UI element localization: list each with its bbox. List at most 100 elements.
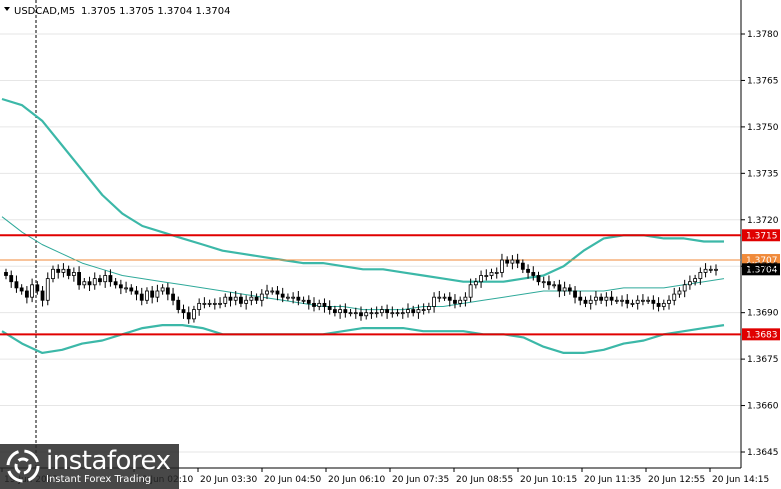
candle-body xyxy=(416,309,421,314)
candle-body xyxy=(280,293,285,298)
candle-body xyxy=(426,306,431,310)
candle-body xyxy=(661,302,666,307)
candle-body xyxy=(286,296,290,299)
candle-body xyxy=(327,306,332,310)
ohlc-values: 1.3705 1.3705 1.3704 1.3704 xyxy=(81,6,231,17)
candle-body xyxy=(275,290,280,295)
candle-body xyxy=(625,299,630,304)
candle-body xyxy=(223,296,228,304)
candle-body xyxy=(714,268,718,271)
candle-body xyxy=(118,284,123,289)
candle-body xyxy=(453,299,457,304)
candle-body xyxy=(609,296,614,301)
candle-body xyxy=(583,299,588,304)
candle-body xyxy=(573,290,577,298)
x-tick-label: 20 Jun 10:15 xyxy=(520,475,577,485)
candle-body xyxy=(677,290,682,295)
candle-body xyxy=(259,293,264,301)
candle-body xyxy=(103,275,108,283)
candle-body xyxy=(160,287,165,292)
candle-body xyxy=(19,287,24,292)
candle-body xyxy=(124,287,128,290)
candle-body xyxy=(562,287,567,292)
candle-body xyxy=(265,290,269,295)
candle-body xyxy=(296,296,301,301)
x-tick-label: 20 Jun 08:55 xyxy=(456,475,513,485)
candle-body xyxy=(651,299,656,304)
moving-average-line xyxy=(1,216,725,311)
candle-body xyxy=(599,296,604,301)
candle-body xyxy=(703,268,708,273)
candle-body xyxy=(635,299,640,304)
candle-body xyxy=(510,259,515,264)
candle-body xyxy=(87,281,92,286)
x-tick-label: 20 Jun 12:55 xyxy=(648,475,705,485)
bid-level-label: 1.3704 xyxy=(746,265,778,275)
candle-body xyxy=(672,293,677,301)
candle-body xyxy=(291,296,296,299)
x-tick-label: 20 Jun 04:50 xyxy=(264,475,321,485)
candle-body xyxy=(317,302,322,307)
candle-body xyxy=(61,268,66,273)
candle-body xyxy=(406,309,410,314)
candle-body xyxy=(306,299,311,304)
candle-body xyxy=(526,268,530,273)
candle-body xyxy=(588,299,593,304)
support-level-tag xyxy=(742,328,780,341)
candle-body xyxy=(139,293,144,301)
candle-body xyxy=(155,290,160,298)
candle-body xyxy=(682,284,687,292)
current-level-label: 1.3707 xyxy=(746,256,778,266)
y-tick-label: 1.3675 xyxy=(747,355,779,365)
candle-body xyxy=(620,299,624,302)
bid-level-tag xyxy=(742,263,780,276)
candle-body xyxy=(547,281,551,286)
candle-body xyxy=(134,290,139,295)
candle-body xyxy=(353,312,358,315)
candle-body xyxy=(536,275,541,283)
candle-body xyxy=(145,290,149,301)
candle-body xyxy=(176,299,181,310)
candle-body xyxy=(442,296,447,299)
candle-body xyxy=(150,290,155,298)
candle-body xyxy=(66,268,71,276)
collapse-triangle-icon[interactable] xyxy=(4,7,10,11)
candle-body xyxy=(630,302,635,305)
candle-body xyxy=(348,312,353,315)
candle-body xyxy=(338,309,343,314)
candle-body xyxy=(390,312,395,315)
candle-body xyxy=(374,312,379,315)
candle-body xyxy=(479,275,483,283)
candle-body xyxy=(218,302,222,305)
instaforex-logo: instaforex Instant Forex Trading xyxy=(0,444,179,489)
envelope-upper-line xyxy=(1,97,724,283)
candle-body xyxy=(249,296,254,301)
support-level-label: 1.3683 xyxy=(746,330,778,340)
candle-body xyxy=(541,281,546,284)
candle-body xyxy=(531,272,536,276)
x-tick-label: 20 Jun 06:10 xyxy=(328,475,385,485)
candle-body xyxy=(489,272,494,276)
candle-body xyxy=(432,296,436,307)
candle-body xyxy=(108,275,113,283)
candle-body xyxy=(463,296,468,301)
candle-body xyxy=(364,312,369,317)
candle-body xyxy=(228,296,233,301)
candle-body xyxy=(45,278,50,301)
candle-body xyxy=(35,284,40,292)
candles xyxy=(4,253,718,324)
candle-body xyxy=(484,275,489,277)
candle-body xyxy=(614,299,619,302)
candle-body xyxy=(71,272,76,276)
candle-body xyxy=(14,281,19,289)
candle-body xyxy=(181,309,186,314)
y-tick-label: 1.3645 xyxy=(747,448,779,458)
candle-body xyxy=(24,290,29,298)
candle-body xyxy=(92,278,97,286)
candle-body xyxy=(687,281,692,286)
candle-body xyxy=(473,281,478,286)
candle-body xyxy=(98,278,102,283)
candle-body xyxy=(197,302,202,310)
y-tick-label: 1.3735 xyxy=(747,169,779,179)
